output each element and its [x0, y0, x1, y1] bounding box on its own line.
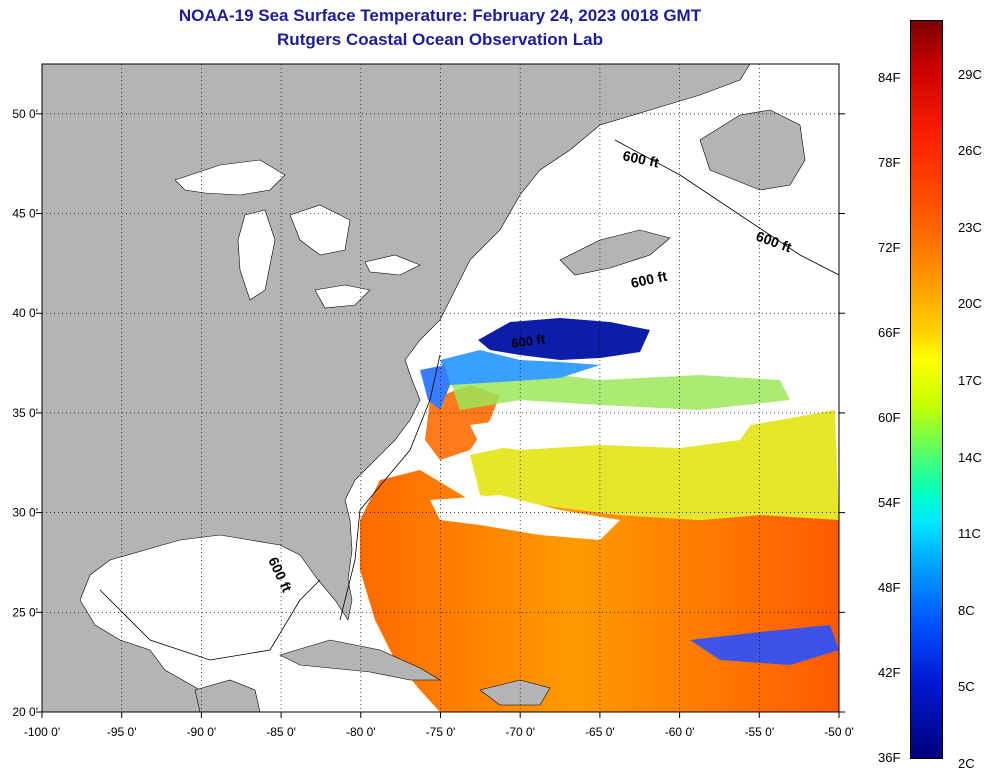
colorbar-c-label: 11C	[958, 526, 981, 542]
cloud-band-2	[430, 495, 620, 540]
colorbar-f-label: 60F	[878, 409, 901, 425]
map-title: NOAA-19 Sea Surface Temperature: Februar…	[178, 6, 702, 25]
axis-labels: -100 0' -95 0' -90 0' -85 0' -80 0' -75 0' -70…	[12, 107, 853, 739]
lon-tick-label: -55 0'	[744, 725, 774, 739]
land-nova-scotia	[559, 229, 671, 276]
land-north-america	[42, 64, 751, 712]
great-lakes	[174, 159, 421, 309]
sst-cold-patch	[690, 625, 839, 665]
colorbar-c-label: 8C	[958, 602, 975, 618]
isobath-label-3: 600 ft	[629, 268, 668, 291]
sst-green-band	[450, 370, 790, 410]
colorbar	[910, 20, 943, 759]
lon-tick-label: -80 0'	[346, 725, 376, 739]
colorbar-c-label: 23C	[958, 219, 982, 235]
lon-tick-label: -60 0'	[665, 725, 695, 739]
isobath-label-5: 600 ft	[510, 331, 546, 351]
lat-tick-label: 40 0'	[12, 306, 38, 320]
colorbar-c-label: 17C	[958, 372, 982, 388]
sst-cool-strip	[440, 350, 600, 385]
land-hispaniola	[479, 679, 551, 706]
colorbar-c-label: 20C	[958, 296, 982, 312]
isobath-label-1: 600 ft	[621, 147, 660, 170]
sst-cold-shelf	[478, 318, 650, 360]
colorbar-f-label: 84F	[878, 69, 901, 85]
colorbar-c-label: 5C	[958, 679, 975, 695]
sst-blue-coast	[420, 365, 450, 410]
land-cuba	[279, 639, 442, 681]
lon-tick-label: -85 0'	[266, 725, 296, 739]
lat-tick-label: 25 0'	[12, 605, 38, 619]
colorbar-c-label: 2C	[958, 755, 975, 771]
lon-tick-label: -95 0'	[107, 725, 137, 739]
colorbar-f-label: 48F	[878, 579, 901, 595]
colorbar-c-label: 14C	[958, 449, 982, 465]
lon-tick-label: -100 0'	[24, 725, 60, 739]
colorbar-f-label: 36F	[878, 750, 901, 765]
colorbar-c-label: 26C	[958, 143, 982, 159]
lat-tick-label: 45 0'	[12, 207, 38, 221]
land-newfoundland	[699, 109, 806, 191]
land-yucatan	[194, 679, 261, 712]
colorbar-c-label: 29C	[958, 66, 982, 82]
colorbar-f-label: 72F	[878, 239, 901, 255]
lon-tick-label: -65 0'	[585, 725, 615, 739]
colorbar-f-label: 42F	[878, 664, 901, 680]
lat-tick-label: 30 0'	[12, 506, 38, 520]
map-subtitle: Rutgers Coastal Ocean Observation Lab	[277, 30, 603, 49]
isobath-600ft-line	[99, 139, 839, 661]
lon-tick-label: -50 0'	[824, 725, 854, 739]
colorbar-f-label: 66F	[878, 324, 901, 340]
lon-tick-label: -70 0'	[505, 725, 535, 739]
cloud-band-1	[470, 412, 760, 450]
lat-tick-label: 35 0'	[12, 406, 38, 420]
lat-tick-label: 50 0'	[12, 107, 38, 121]
lat-tick-label: 20 0'	[12, 705, 38, 719]
lon-tick-label: -90 0'	[187, 725, 217, 739]
lon-tick-label: -75 0'	[426, 725, 456, 739]
colorbar-f-label: 78F	[878, 154, 901, 170]
colorbar-f-label: 54F	[878, 494, 901, 510]
